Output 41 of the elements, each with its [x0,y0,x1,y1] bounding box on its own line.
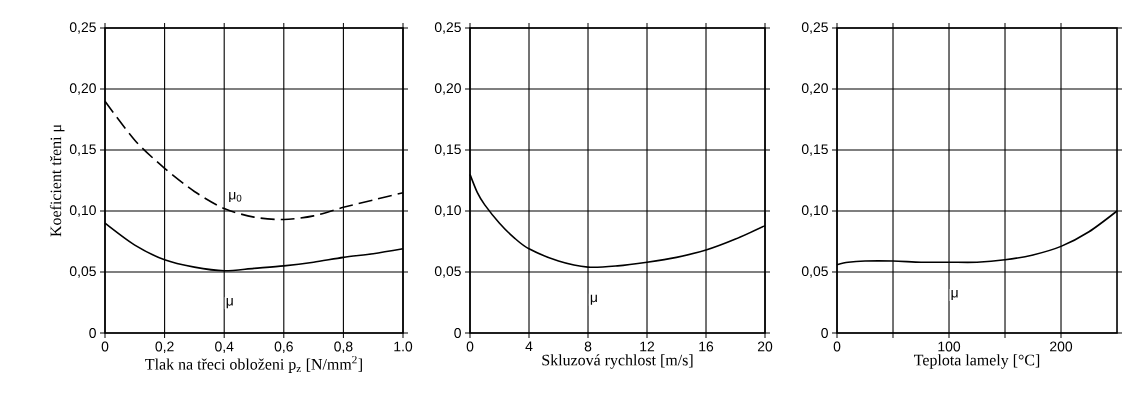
y-tick-label: 0,05 [69,266,96,278]
y-tick-label: 0,05 [434,266,461,278]
y-tick-label: 0,10 [801,205,828,217]
y-tick-label: 0,20 [801,83,828,95]
y-tick-label: 0,10 [434,205,461,217]
x-tick-label: 0 [466,341,474,352]
y-tick-label: 0,20 [69,83,96,95]
x-tick-label: 4 [525,341,533,352]
x-axis-title: Teplota lamely [°C] [914,354,1040,369]
y-tick-label: 0 [821,328,828,338]
y-tick-label: 0 [89,328,96,338]
y-tick-label: 0,15 [69,144,96,156]
x-tick-label: 0,2 [155,341,174,354]
x-axis-title: Tlak na třeci obloženi p$_{z}$ [N/mm$^{2}$] [145,355,362,373]
x-tick-label: 8 [584,341,592,352]
x-tick-label: 20 [757,341,773,352]
y-tick-label: 0,10 [69,205,96,217]
series-label: μ [590,294,597,305]
x-tick-label: 16 [699,341,714,352]
y-tick-label: 0,25 [801,22,828,34]
y-tick-label: 0,05 [801,266,828,278]
x-tick-label: 12 [640,341,655,352]
y-axis-title: Koeficient třeni μ [49,124,65,237]
series-label: μ [226,298,233,309]
x-axis-title: Skluzová rychlost [m/s] [542,354,693,369]
x-tick-label: 0,6 [274,341,293,354]
series-label: μ$_{0}$ [229,191,242,202]
y-tick-label: 0,15 [801,144,828,156]
x-tick-label: 100 [938,341,961,352]
series-label: μ [951,290,958,301]
y-tick-label: 0,20 [434,83,461,95]
x-tick-label: 0 [833,341,841,352]
x-tick-label: 200 [1050,341,1073,352]
x-tick-label: 0,4 [215,341,234,354]
x-tick-label: 0 [101,341,109,352]
y-tick-label: 0,25 [69,22,96,34]
x-tick-label: 0,8 [334,341,353,354]
x-tick-label: 1.0 [394,341,413,352]
y-tick-label: 0,15 [434,144,461,156]
y-tick-label: 0 [454,328,461,338]
y-tick-label: 0,25 [434,22,461,34]
